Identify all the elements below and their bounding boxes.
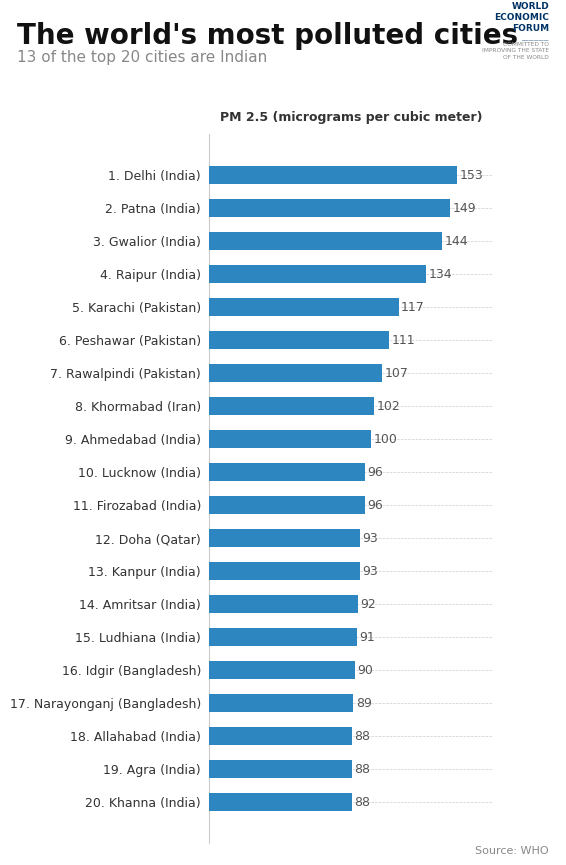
Bar bbox=[209, 364, 383, 382]
Bar bbox=[209, 529, 360, 548]
Text: 92: 92 bbox=[361, 598, 376, 611]
Bar bbox=[209, 298, 398, 317]
Text: COMMITTED TO
IMPROVING THE STATE
OF THE WORLD: COMMITTED TO IMPROVING THE STATE OF THE … bbox=[482, 42, 549, 60]
Text: 89: 89 bbox=[356, 696, 372, 709]
Bar bbox=[209, 793, 351, 811]
X-axis label: PM 2.5 (micrograms per cubic meter): PM 2.5 (micrograms per cubic meter) bbox=[220, 111, 482, 124]
Text: 149: 149 bbox=[453, 202, 477, 215]
Text: 13 of the top 20 cities are Indian: 13 of the top 20 cities are Indian bbox=[17, 50, 267, 65]
Bar bbox=[209, 166, 457, 184]
Text: 134: 134 bbox=[428, 268, 452, 281]
Bar bbox=[209, 463, 365, 481]
Text: 96: 96 bbox=[367, 465, 383, 478]
Text: 90: 90 bbox=[357, 663, 373, 676]
Text: 93: 93 bbox=[362, 565, 378, 578]
Bar bbox=[209, 397, 374, 415]
Text: ___________: ___________ bbox=[521, 36, 549, 42]
Bar bbox=[209, 628, 357, 646]
Text: 93: 93 bbox=[362, 532, 378, 545]
Bar bbox=[209, 595, 358, 613]
Bar bbox=[209, 727, 351, 745]
Text: 100: 100 bbox=[374, 432, 397, 445]
Bar bbox=[209, 266, 426, 284]
Bar bbox=[209, 199, 451, 217]
Text: 111: 111 bbox=[391, 334, 415, 347]
Bar bbox=[209, 331, 389, 349]
Text: 88: 88 bbox=[354, 796, 370, 809]
Text: 88: 88 bbox=[354, 763, 370, 776]
Text: Source: WHO: Source: WHO bbox=[475, 846, 549, 856]
Text: 102: 102 bbox=[377, 400, 401, 413]
Text: 96: 96 bbox=[367, 499, 383, 512]
Text: 88: 88 bbox=[354, 729, 370, 742]
Bar bbox=[209, 497, 365, 515]
Text: The world's most polluted cities: The world's most polluted cities bbox=[17, 22, 518, 49]
Text: 144: 144 bbox=[445, 235, 468, 248]
Text: 153: 153 bbox=[459, 169, 483, 182]
Text: WORLD
ECONOMIC
FORUM: WORLD ECONOMIC FORUM bbox=[494, 2, 549, 33]
Text: 107: 107 bbox=[385, 367, 409, 380]
Text: 117: 117 bbox=[401, 301, 425, 314]
Bar bbox=[209, 760, 351, 778]
Bar bbox=[209, 430, 371, 448]
Bar bbox=[209, 562, 360, 580]
Text: 91: 91 bbox=[359, 631, 375, 644]
Bar bbox=[209, 694, 353, 712]
Bar bbox=[209, 233, 442, 251]
Bar bbox=[209, 661, 355, 679]
